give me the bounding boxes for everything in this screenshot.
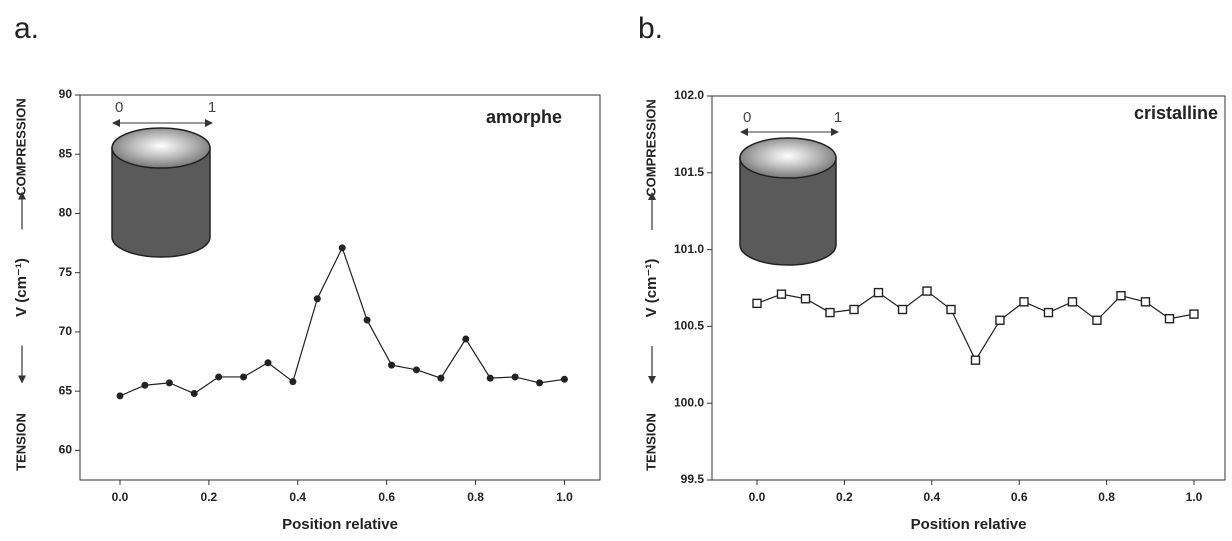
- cylinder-top: [111, 127, 211, 169]
- plot-frame: [711, 95, 1226, 481]
- data-marker: [1043, 307, 1054, 318]
- x-tick-label: 0.6: [378, 490, 395, 504]
- data-marker: [338, 244, 346, 252]
- data-marker: [946, 304, 956, 315]
- data-marker: [240, 373, 248, 381]
- y-tick-label: 101.5: [674, 165, 704, 179]
- panel-label: a.: [14, 12, 39, 45]
- annotation: cristalline: [1134, 103, 1218, 123]
- data-marker: [970, 355, 981, 365]
- data-marker: [141, 381, 149, 389]
- data-marker: [215, 373, 223, 381]
- x-tick-label: 0.4: [289, 490, 306, 504]
- x-tick-label: 1.0: [1186, 490, 1203, 504]
- data-marker: [776, 289, 787, 299]
- x-tick-label: 0.0: [749, 490, 766, 504]
- y-tick-label: 100.0: [674, 395, 704, 409]
- cylinder-top: [739, 137, 837, 179]
- data-marker: [752, 298, 762, 309]
- cylinder-body: [111, 147, 211, 258]
- y-tick-label: 65: [59, 383, 73, 397]
- data-marker: [849, 304, 859, 315]
- data-marker: [1189, 309, 1199, 319]
- data-marker: [922, 286, 932, 296]
- data-marker: [1092, 315, 1102, 325]
- data-marker: [825, 307, 835, 318]
- data-marker: [1140, 297, 1151, 307]
- inset-label: 0: [743, 109, 751, 126]
- y-tick-label: 85: [59, 146, 73, 160]
- data-marker: [363, 316, 371, 324]
- x-tick-label: 1.0: [556, 490, 573, 504]
- y-axis-title: V (cm⁻¹): [13, 258, 30, 317]
- x-axis-title: Position relative: [282, 516, 398, 533]
- data-line: [119, 246, 565, 397]
- data-marker: [536, 379, 544, 387]
- x-tick-label: 0.2: [836, 490, 853, 504]
- data-marker: [560, 375, 568, 383]
- data-marker: [1067, 297, 1078, 307]
- data-marker: [289, 378, 297, 386]
- inset-label: 1: [834, 109, 842, 126]
- data-marker: [511, 373, 519, 381]
- data-marker: [313, 295, 321, 303]
- y-axis-title: TENSION: [643, 413, 658, 471]
- data-marker: [486, 374, 494, 382]
- data-marker: [1116, 290, 1126, 301]
- data-marker: [1019, 297, 1029, 307]
- x-tick-label: 0.2: [201, 490, 218, 504]
- data-marker: [116, 392, 124, 400]
- data-marker: [388, 361, 396, 369]
- x-tick-label: 0.0: [112, 490, 129, 504]
- x-tick-label: 0.6: [1011, 490, 1028, 504]
- panel-label: b.: [638, 12, 663, 45]
- y-axis-title: TENSION: [13, 413, 28, 471]
- data-marker: [873, 287, 884, 298]
- data-marker: [1164, 314, 1175, 324]
- y-axis-title: COMPRESSION: [13, 98, 28, 196]
- y-tick-label: 100.5: [674, 319, 704, 333]
- y-tick-label: 101.0: [674, 242, 704, 256]
- y-tick-label: 99.5: [681, 472, 705, 486]
- inset-label: 0: [115, 99, 123, 116]
- x-tick-label: 0.8: [467, 490, 484, 504]
- data-marker: [190, 390, 198, 398]
- y-axis-title: V (cm⁻¹): [643, 259, 660, 318]
- x-axis-title: Position relative: [911, 516, 1027, 533]
- annotation: amorphe: [486, 107, 562, 127]
- data-marker: [800, 294, 811, 304]
- data-marker: [264, 359, 272, 367]
- cylinder-body: [739, 157, 837, 266]
- data-marker: [462, 335, 470, 343]
- data-line: [756, 290, 1195, 362]
- plot-frame: [79, 94, 601, 481]
- x-tick-label: 0.8: [1098, 490, 1115, 504]
- x-tick-label: 0.4: [923, 490, 940, 504]
- data-marker: [412, 366, 420, 374]
- y-tick-label: 90: [59, 87, 73, 101]
- data-marker: [995, 315, 1005, 325]
- y-axis-title: COMPRESSION: [643, 99, 658, 197]
- y-tick-label: 70: [59, 324, 73, 338]
- data-marker: [437, 374, 445, 382]
- y-tick-label: 80: [59, 206, 73, 220]
- y-tick-label: 102.0: [674, 88, 704, 102]
- inset-label: 1: [208, 99, 216, 116]
- data-marker: [165, 379, 173, 387]
- y-tick-label: 60: [59, 443, 73, 457]
- y-tick-label: 75: [59, 265, 73, 279]
- data-marker: [897, 304, 908, 315]
